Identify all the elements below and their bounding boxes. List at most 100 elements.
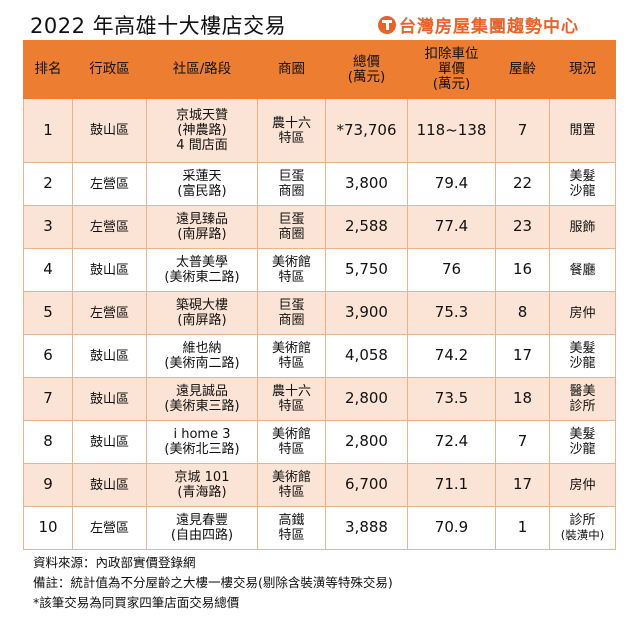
cell-text: 農十六: [271, 115, 311, 131]
rank-cell: 10: [23, 506, 73, 550]
column-header-total-price: 總價 (萬元): [325, 40, 408, 99]
rank-cell: 2: [23, 162, 73, 206]
cell-text: 遠見誠品: [175, 384, 228, 399]
cell-text: 左營區: [89, 520, 129, 536]
cell-text: 6: [43, 346, 53, 364]
rank-cell: 9: [23, 463, 73, 507]
cell-text: 72.4: [434, 432, 469, 450]
district-cell: 左營區: [72, 162, 147, 206]
community-cell: 太普美學 (美術東二路): [146, 248, 258, 292]
cell-text: (富民路): [177, 184, 227, 199]
cell-text: 10: [38, 518, 58, 536]
district-cell: 鼓山區: [72, 420, 147, 464]
cell-text: 17: [512, 346, 533, 364]
cell-text: 73.5: [434, 389, 469, 407]
total-price-cell: 5,750: [325, 248, 408, 292]
business-area-cell: 美術館 特區: [257, 248, 326, 292]
cell-text: 遠見春豐: [175, 513, 228, 528]
cell-text: (青海路): [177, 485, 227, 500]
brand-logo: 台灣房屋集團趨勢中心: [378, 12, 579, 37]
business-area-cell: 巨蛋 商圈: [257, 291, 326, 335]
rank-cell: 8: [23, 420, 73, 464]
unit-price-cell: 71.1: [407, 463, 496, 507]
column-header-district: 行政區: [72, 40, 147, 99]
cell-text: 高鐵: [278, 513, 305, 528]
business-area-cell: 美術館 特區: [257, 420, 326, 464]
building-age-cell: 1: [495, 506, 550, 550]
rank-cell: 6: [23, 334, 73, 378]
cell-text: 太普美學: [175, 255, 228, 270]
table-row: 10 左營區 遠見春豐 (自由四路) 高鐵 特區 3,888 70.9 1 診所 (裝潢中): [23, 506, 616, 550]
cell-text: 鼓山區: [89, 391, 129, 407]
cell-text: 3: [43, 217, 53, 235]
cell-text: 鼓山區: [89, 434, 129, 450]
cell-text: 特區: [278, 270, 305, 285]
current-use-cell: 房仲: [549, 291, 616, 335]
cell-text: 特區: [278, 528, 305, 543]
cell-text: 118~138: [416, 120, 487, 139]
district-cell: 鼓山區: [72, 463, 147, 507]
cell-text: (美術南二路): [164, 356, 240, 371]
cell-text: 7: [43, 389, 53, 407]
business-area-cell: 高鐵 特區: [257, 506, 326, 550]
cell-text: 遠見臻品: [175, 212, 228, 227]
unit-price-cell: 76: [407, 248, 496, 292]
cell-text: 診所: [569, 513, 596, 528]
cell-text: 美髮: [569, 341, 596, 356]
total-price-cell: 3,888: [325, 506, 408, 550]
rank-cell: 3: [23, 205, 73, 249]
district-cell: 鼓山區: [72, 98, 147, 163]
total-price-cell: 3,800: [325, 162, 408, 206]
cell-text: 左營區: [89, 176, 129, 192]
unit-price-cell: 77.4: [407, 205, 496, 249]
current-use-cell: 美髮 沙龍: [549, 162, 616, 206]
column-header-community: 社區/路段: [146, 40, 258, 99]
community-cell: 遠見臻品 (南屏路): [146, 205, 258, 249]
taiwan-realty-logo-icon: [378, 15, 396, 34]
business-area-cell: 農十六 特區: [257, 377, 326, 421]
cell-text: 16: [512, 260, 533, 278]
cell-text: 特區: [278, 442, 305, 457]
current-use-cell: 餐廳: [549, 248, 616, 292]
cell-text: (南屏路): [177, 313, 227, 328]
header-label: 社區/路段: [172, 61, 232, 77]
header-label: 扣除車位: [424, 46, 479, 62]
cell-text: 3,888: [345, 518, 388, 536]
current-use-cell: 閒置: [549, 98, 616, 163]
total-price-cell: *73,706: [325, 98, 408, 163]
cell-text: 餐廳: [569, 262, 596, 278]
community-cell: 京城 101 (青海路): [146, 463, 258, 507]
top-ten-shop-transactions-table: 排名 行政區 社區/路段 商圈 總價 (萬元) 扣除車位 單價 (萬元) 屋齡 現況 1 鼓山區 京城天…: [23, 40, 616, 550]
rank-cell: 7: [23, 377, 73, 421]
table-row: 7 鼓山區 遠見誠品 (美術東三路) 農十六 特區 2,800 73.5 18 醫美 診所: [23, 377, 616, 421]
cell-text: (自由四路): [170, 528, 234, 543]
community-cell: 築硯大樓 (南屏路): [146, 291, 258, 335]
building-age-cell: 22: [495, 162, 550, 206]
district-cell: 鼓山區: [72, 248, 147, 292]
total-price-cell: 2,800: [325, 420, 408, 464]
building-age-cell: 18: [495, 377, 550, 421]
rank-cell: 5: [23, 291, 73, 335]
table-row: 2 左營區 采蓮天 (富民路) 巨蛋 商圈 3,800 79.4 22 美髮 沙龍: [23, 162, 616, 206]
note-remark: 備註：統計值為不分屋齡之大樓一樓交易(剔除含裝潢等特殊交易): [33, 575, 393, 590]
table-row: 5 左營區 築硯大樓 (南屏路) 巨蛋 商圈 3,900 75.3 8 房仲: [23, 291, 616, 335]
current-use-cell: 服飾: [549, 205, 616, 249]
cell-text: 2: [43, 174, 53, 192]
cell-text: 左營區: [89, 305, 129, 321]
cell-text: 服飾: [569, 219, 596, 235]
cell-text: 采蓮天: [182, 169, 222, 184]
cell-text: 3,900: [345, 303, 388, 321]
cell-text: (南屏路): [177, 227, 227, 242]
community-cell: 采蓮天 (富民路): [146, 162, 258, 206]
cell-text: 17: [512, 475, 533, 493]
current-use-cell: 房仲: [549, 463, 616, 507]
page-title: 2022 年高雄十大樓店交易: [30, 14, 287, 38]
cell-text: 76: [441, 260, 462, 278]
total-price-cell: 2,800: [325, 377, 408, 421]
cell-text: 沙龍: [569, 184, 596, 199]
community-cell: 維也納 (美術南二路): [146, 334, 258, 378]
table-row: 3 左營區 遠見臻品 (南屏路) 巨蛋 商圈 2,588 77.4 23 服飾: [23, 205, 616, 249]
table-row: 9 鼓山區 京城 101 (青海路) 美術館 特區 6,700 71.1 17 房仲: [23, 463, 616, 507]
note-source: 資料來源：內政部實價登錄網: [33, 555, 196, 570]
cell-text: 2,588: [345, 217, 388, 235]
